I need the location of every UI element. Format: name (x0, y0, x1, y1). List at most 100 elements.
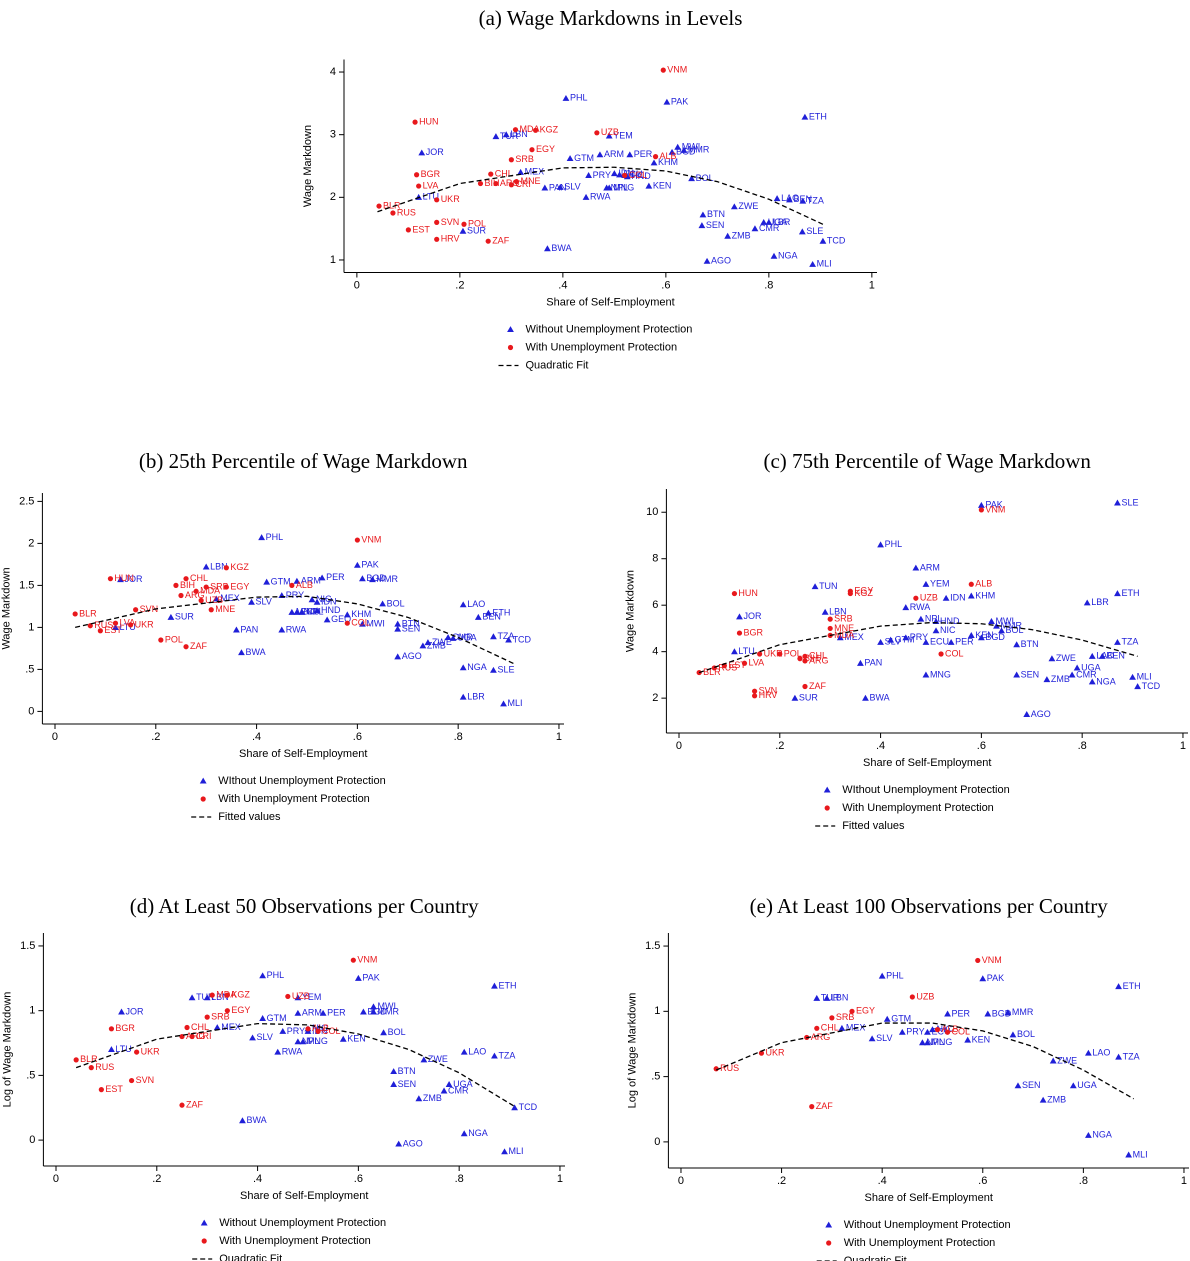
point-label: BIH (180, 580, 195, 590)
triangle-point (883, 1015, 891, 1022)
triangle-point (395, 1140, 403, 1147)
triangle-point (370, 1003, 377, 1010)
y-tick-label: 1.5 (645, 940, 660, 952)
triangle-point (390, 1081, 398, 1087)
point-label: MDA (519, 124, 539, 134)
y-tick-label: 0 (654, 1136, 660, 1148)
triangle-point (773, 195, 781, 202)
triangle-point (902, 604, 910, 611)
x-tick-label: 0 (676, 740, 682, 752)
circle-point (622, 172, 628, 178)
triangle-point (248, 598, 255, 605)
circle-point (493, 180, 499, 187)
triangle-point (449, 634, 457, 641)
triangle-point (299, 1038, 307, 1045)
triangle-point (924, 1028, 931, 1035)
circle-point (376, 203, 382, 209)
point-label: KGZ (854, 588, 873, 598)
point-label: ECU (301, 607, 320, 617)
circle-point (461, 221, 467, 227)
circle-point (223, 584, 229, 590)
circle-point (757, 651, 763, 657)
point-label: BWA (869, 693, 889, 703)
x-tick-label: .8 (1079, 1175, 1088, 1187)
circle-point (183, 644, 189, 650)
point-label: BTN (402, 618, 420, 628)
point-label: BEN (482, 612, 501, 622)
point-label: MLI (509, 1146, 524, 1156)
point-label: ALB (312, 1023, 329, 1033)
point-label: LAO (467, 599, 485, 609)
point-label: LBN (831, 993, 849, 1003)
point-label: ALB (296, 580, 313, 590)
triangle-point (1083, 599, 1091, 606)
triangle-point (259, 1015, 267, 1021)
triangle-point (390, 1068, 398, 1075)
point-label: BLR (383, 200, 401, 210)
point-label: EGY (854, 586, 873, 596)
triangle-point (765, 218, 773, 225)
point-label: HND (631, 171, 651, 181)
circle-point (107, 576, 114, 582)
triangle-point (751, 225, 759, 232)
point-label: UZB (205, 595, 223, 605)
x-axis-label: Share of Self-Employment (865, 1192, 993, 1204)
point-label: UZB (916, 991, 934, 1001)
point-label: ETH (1121, 588, 1139, 598)
circle-point (108, 1026, 115, 1032)
circle-point (412, 119, 418, 125)
triangle-point (1115, 1053, 1122, 1060)
circle-point (173, 582, 179, 589)
point-label: GTM (895, 634, 915, 644)
triangle-point (912, 564, 920, 571)
y-tick-label: 4 (330, 66, 336, 78)
circle-point (797, 656, 803, 662)
point-label: NIC (312, 1023, 328, 1033)
point-label: RUS (720, 1063, 739, 1073)
triangle-point (298, 608, 306, 615)
x-tick-label: .6 (977, 740, 986, 752)
point-label: BIH (484, 178, 499, 188)
point-label: EGY (230, 581, 249, 591)
triangle-point (418, 149, 426, 156)
point-label: JOR (743, 611, 762, 621)
circle-point (97, 628, 103, 634)
triangle-point (680, 146, 688, 153)
triangle-point (485, 609, 492, 616)
x-tick-label: .6 (354, 1173, 363, 1185)
triangle-point (724, 232, 732, 239)
triangle-point (394, 620, 402, 627)
triangle-point (369, 576, 376, 583)
circle-point (809, 1104, 815, 1110)
x-tick-label: .2 (152, 1173, 161, 1185)
triangle-point (474, 613, 482, 620)
triangle-point (278, 626, 286, 633)
point-label: BGD (992, 1008, 1012, 1018)
point-label: MNG (307, 1036, 328, 1046)
point-label: BGR (421, 169, 441, 179)
point-label: HRV (441, 234, 460, 244)
triangle-point (370, 1008, 377, 1015)
point-label: GTM (271, 576, 291, 586)
triangle-point (511, 1104, 519, 1111)
triangle-point (823, 994, 831, 1001)
triangle-point (809, 260, 817, 267)
point-label: PHL (266, 532, 284, 542)
triangle-point (444, 634, 452, 641)
point-label: TCD (1142, 681, 1161, 691)
point-label: BGD (985, 632, 1005, 642)
triangle-point (798, 228, 806, 235)
triangle-point (791, 694, 799, 701)
point-label: UKR (141, 1046, 161, 1056)
circle-point (305, 1026, 311, 1032)
point-label: HND (321, 605, 341, 615)
point-label: PER (327, 1008, 346, 1018)
point-label: SLV (876, 1033, 892, 1043)
triangle-point (1085, 1049, 1092, 1056)
triangle-point (698, 222, 706, 229)
point-label: UGA (1077, 1080, 1097, 1090)
legend-swatch (823, 786, 831, 793)
point-label: HUN (419, 117, 439, 127)
point-label: LVA (423, 180, 439, 190)
x-axis-label: Share of Self-Employment (239, 748, 367, 760)
